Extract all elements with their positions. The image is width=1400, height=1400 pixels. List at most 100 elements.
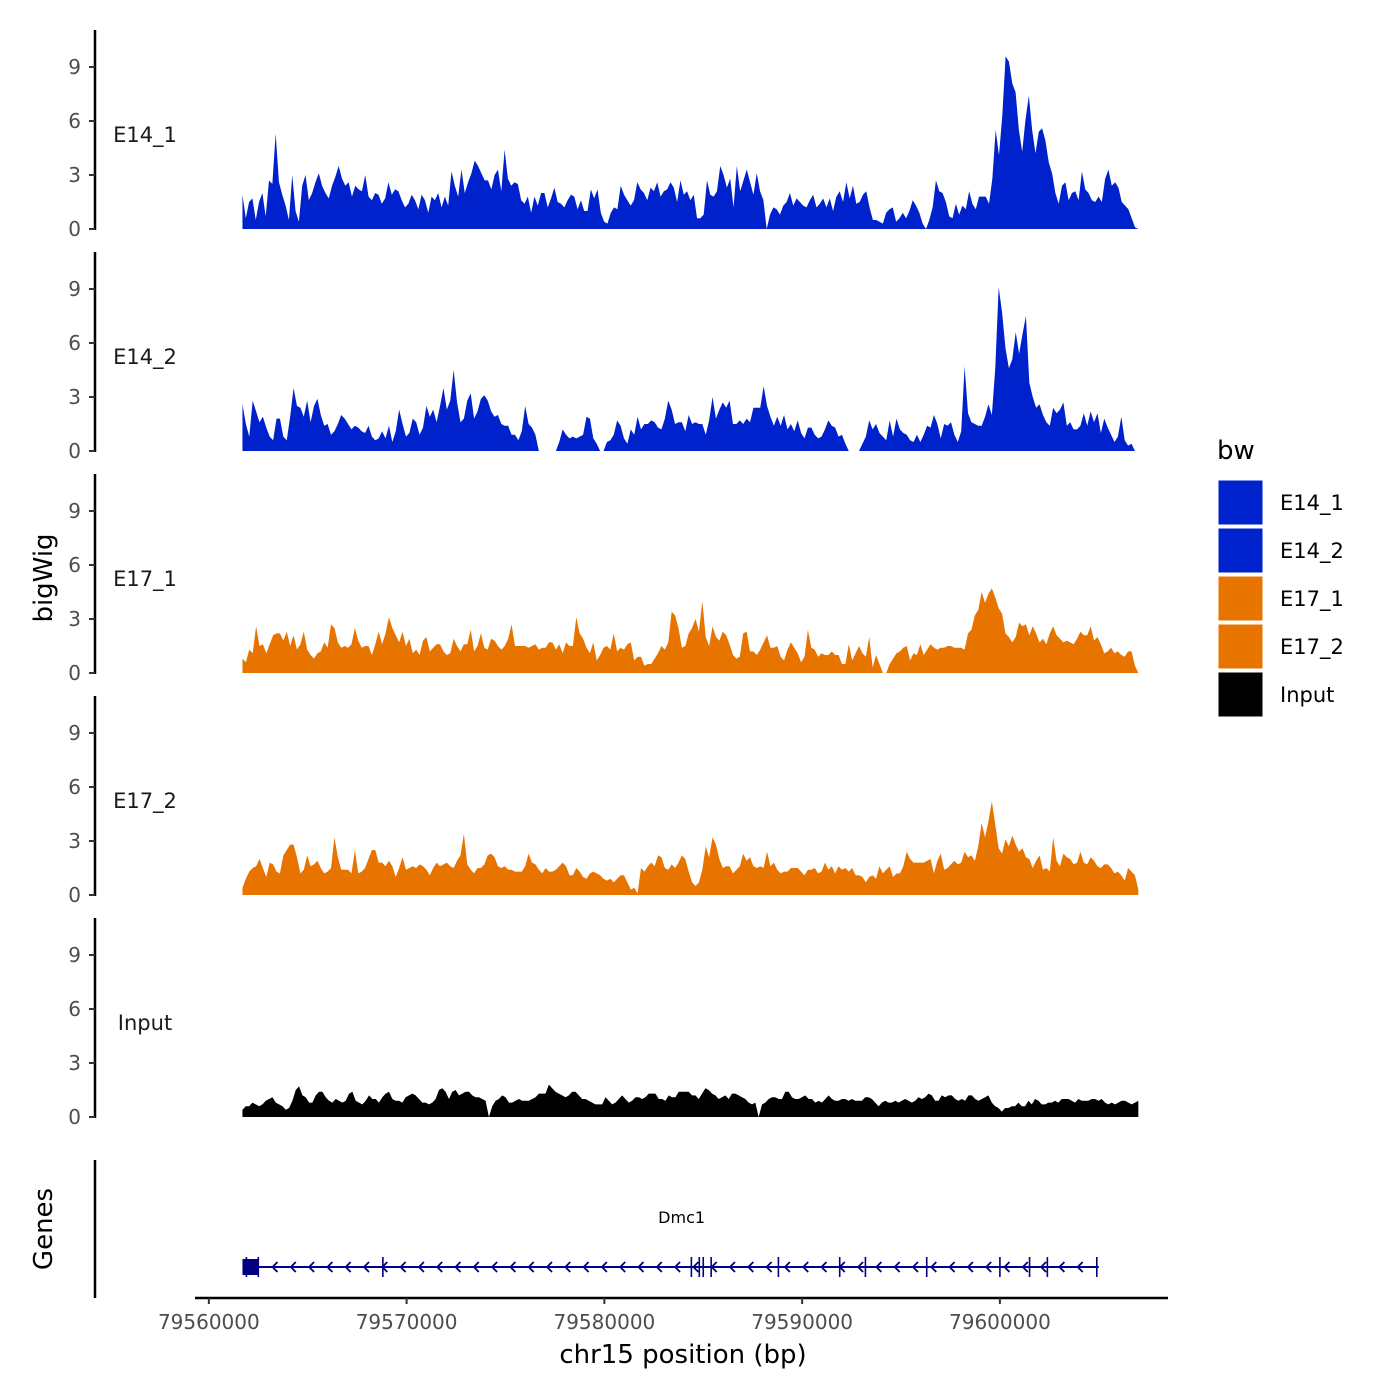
y-tick-label: 3	[68, 163, 81, 187]
y-tick-label: 0	[68, 883, 81, 907]
signal-area-e17-1	[242, 588, 1139, 673]
strand-arrow	[545, 1261, 553, 1273]
y-tick-label: 0	[68, 1105, 81, 1129]
strand-arrow	[454, 1261, 462, 1273]
strand-arrow	[564, 1261, 571, 1273]
legend-title: bw	[1217, 436, 1255, 466]
y-tick-label: 9	[68, 943, 81, 967]
y-tick-label: 0	[68, 439, 81, 463]
legend-swatch	[1217, 527, 1264, 574]
legend-item-e14-1: E14_1	[1217, 479, 1344, 526]
strand-arrow	[765, 1261, 773, 1273]
strand-arrow	[747, 1261, 754, 1273]
strand-arrow	[344, 1261, 352, 1273]
legend-swatch	[1217, 575, 1264, 622]
strand-arrow	[618, 1261, 626, 1273]
strand-arrow	[509, 1261, 517, 1273]
x-tick-label: 79560000	[158, 1310, 260, 1334]
legend-item-input: Input	[1217, 671, 1334, 718]
y-tick-label: 3	[68, 607, 81, 631]
track-label: E14_1	[113, 123, 177, 148]
legend-swatch	[1217, 479, 1264, 526]
strand-arrow	[326, 1261, 334, 1273]
strand-arrow	[856, 1261, 864, 1273]
legend-swatch	[1217, 671, 1264, 718]
gene-panel-title: Genes	[29, 1188, 59, 1270]
y-tick-label: 6	[68, 997, 81, 1021]
x-tick-label: 79580000	[553, 1310, 655, 1334]
gene-panel: Dmc1	[93, 1160, 1099, 1298]
y-tick-label: 0	[68, 217, 81, 241]
legend-label: E17_2	[1280, 635, 1344, 660]
legend-swatch	[1217, 623, 1264, 670]
strand-arrow	[362, 1261, 370, 1273]
y-tick-label: 0	[68, 661, 81, 685]
strand-arrow	[801, 1261, 809, 1273]
legend-item-e17-1: E17_1	[1217, 575, 1344, 622]
x-tick-label: 79590000	[751, 1310, 853, 1334]
signal-area-e17-2	[242, 801, 1139, 895]
legend-item-e17-2: E17_2	[1217, 623, 1344, 670]
strand-arrow	[472, 1261, 480, 1273]
strand-arrow	[911, 1261, 919, 1273]
strand-arrow	[710, 1261, 718, 1273]
legend-label: Input	[1280, 683, 1334, 707]
x-tick-label: 79600000	[949, 1310, 1051, 1334]
legend-item-e14-2: E14_2	[1217, 527, 1344, 574]
strand-arrow	[289, 1261, 297, 1273]
x-axis-title: chr15 position (bp)	[559, 1340, 806, 1370]
track-panels: 0 3 6 9 E14_1 0 3 6 9 E14_2 0 3 6 9 E17_1 0 3 6 9 E17_2 0 3 6 9…	[68, 30, 1139, 1129]
strand-arrow	[838, 1261, 846, 1273]
x-axis: 79560000 79570000 79580000 79590000 79600000	[158, 1296, 1168, 1334]
y-tick-label: 3	[68, 829, 81, 853]
y-tick-label: 9	[68, 55, 81, 79]
strand-arrow	[307, 1261, 315, 1273]
strand-arrow	[966, 1261, 974, 1273]
strand-arrow	[930, 1261, 937, 1273]
track-label: E17_1	[113, 567, 177, 592]
y-tick-label: 9	[68, 499, 81, 523]
track-e17-2: 0 3 6 9 E17_2	[68, 696, 1139, 907]
legend: bw E14_1 E14_2 E17_1 E17_2 Input	[1217, 436, 1344, 718]
strand-arrow	[673, 1261, 681, 1273]
strand-arrow	[984, 1261, 992, 1273]
x-tick-label: 79570000	[356, 1310, 458, 1334]
strand-arrow	[692, 1261, 700, 1273]
y-tick-label: 9	[68, 721, 81, 745]
y-axis-title: bigWig	[29, 533, 59, 622]
track-e17-1: 0 3 6 9 E17_1	[68, 474, 1139, 685]
y-tick-label: 9	[68, 277, 81, 301]
strand-arrow	[637, 1261, 645, 1273]
y-tick-label: 6	[68, 553, 81, 577]
strand-arrow	[893, 1261, 901, 1273]
strand-arrow	[490, 1261, 498, 1273]
track-label: E17_2	[113, 789, 177, 814]
legend-label: E14_1	[1280, 491, 1344, 516]
signal-area-e14-2	[242, 287, 1139, 451]
gene-thick-block	[242, 1259, 259, 1275]
strand-arrow	[655, 1261, 663, 1273]
gene-label: Dmc1	[658, 1208, 705, 1227]
legend-label: E17_1	[1280, 587, 1344, 612]
strand-arrow	[600, 1261, 608, 1273]
strand-arrow	[582, 1261, 590, 1273]
strand-arrow	[527, 1261, 535, 1273]
track-e14-2: 0 3 6 9 E14_2	[68, 252, 1139, 463]
strand-arrow	[417, 1261, 425, 1273]
strand-arrow	[948, 1261, 956, 1273]
track-input: 0 3 6 9 Input	[68, 918, 1139, 1129]
strand-arrow	[1003, 1261, 1011, 1273]
strand-arrow	[820, 1261, 828, 1273]
signal-area-input	[242, 1084, 1139, 1117]
y-tick-label: 3	[68, 1051, 81, 1075]
strand-arrow	[1039, 1261, 1047, 1273]
strand-arrow	[875, 1261, 883, 1273]
y-tick-label: 3	[68, 385, 81, 409]
track-label: Input	[118, 1011, 172, 1035]
strand-arrow	[1076, 1261, 1084, 1273]
strand-arrow	[381, 1261, 388, 1273]
signal-area-e14-1	[242, 56, 1139, 230]
y-tick-label: 6	[68, 109, 81, 133]
legend-label: E14_2	[1280, 539, 1344, 564]
